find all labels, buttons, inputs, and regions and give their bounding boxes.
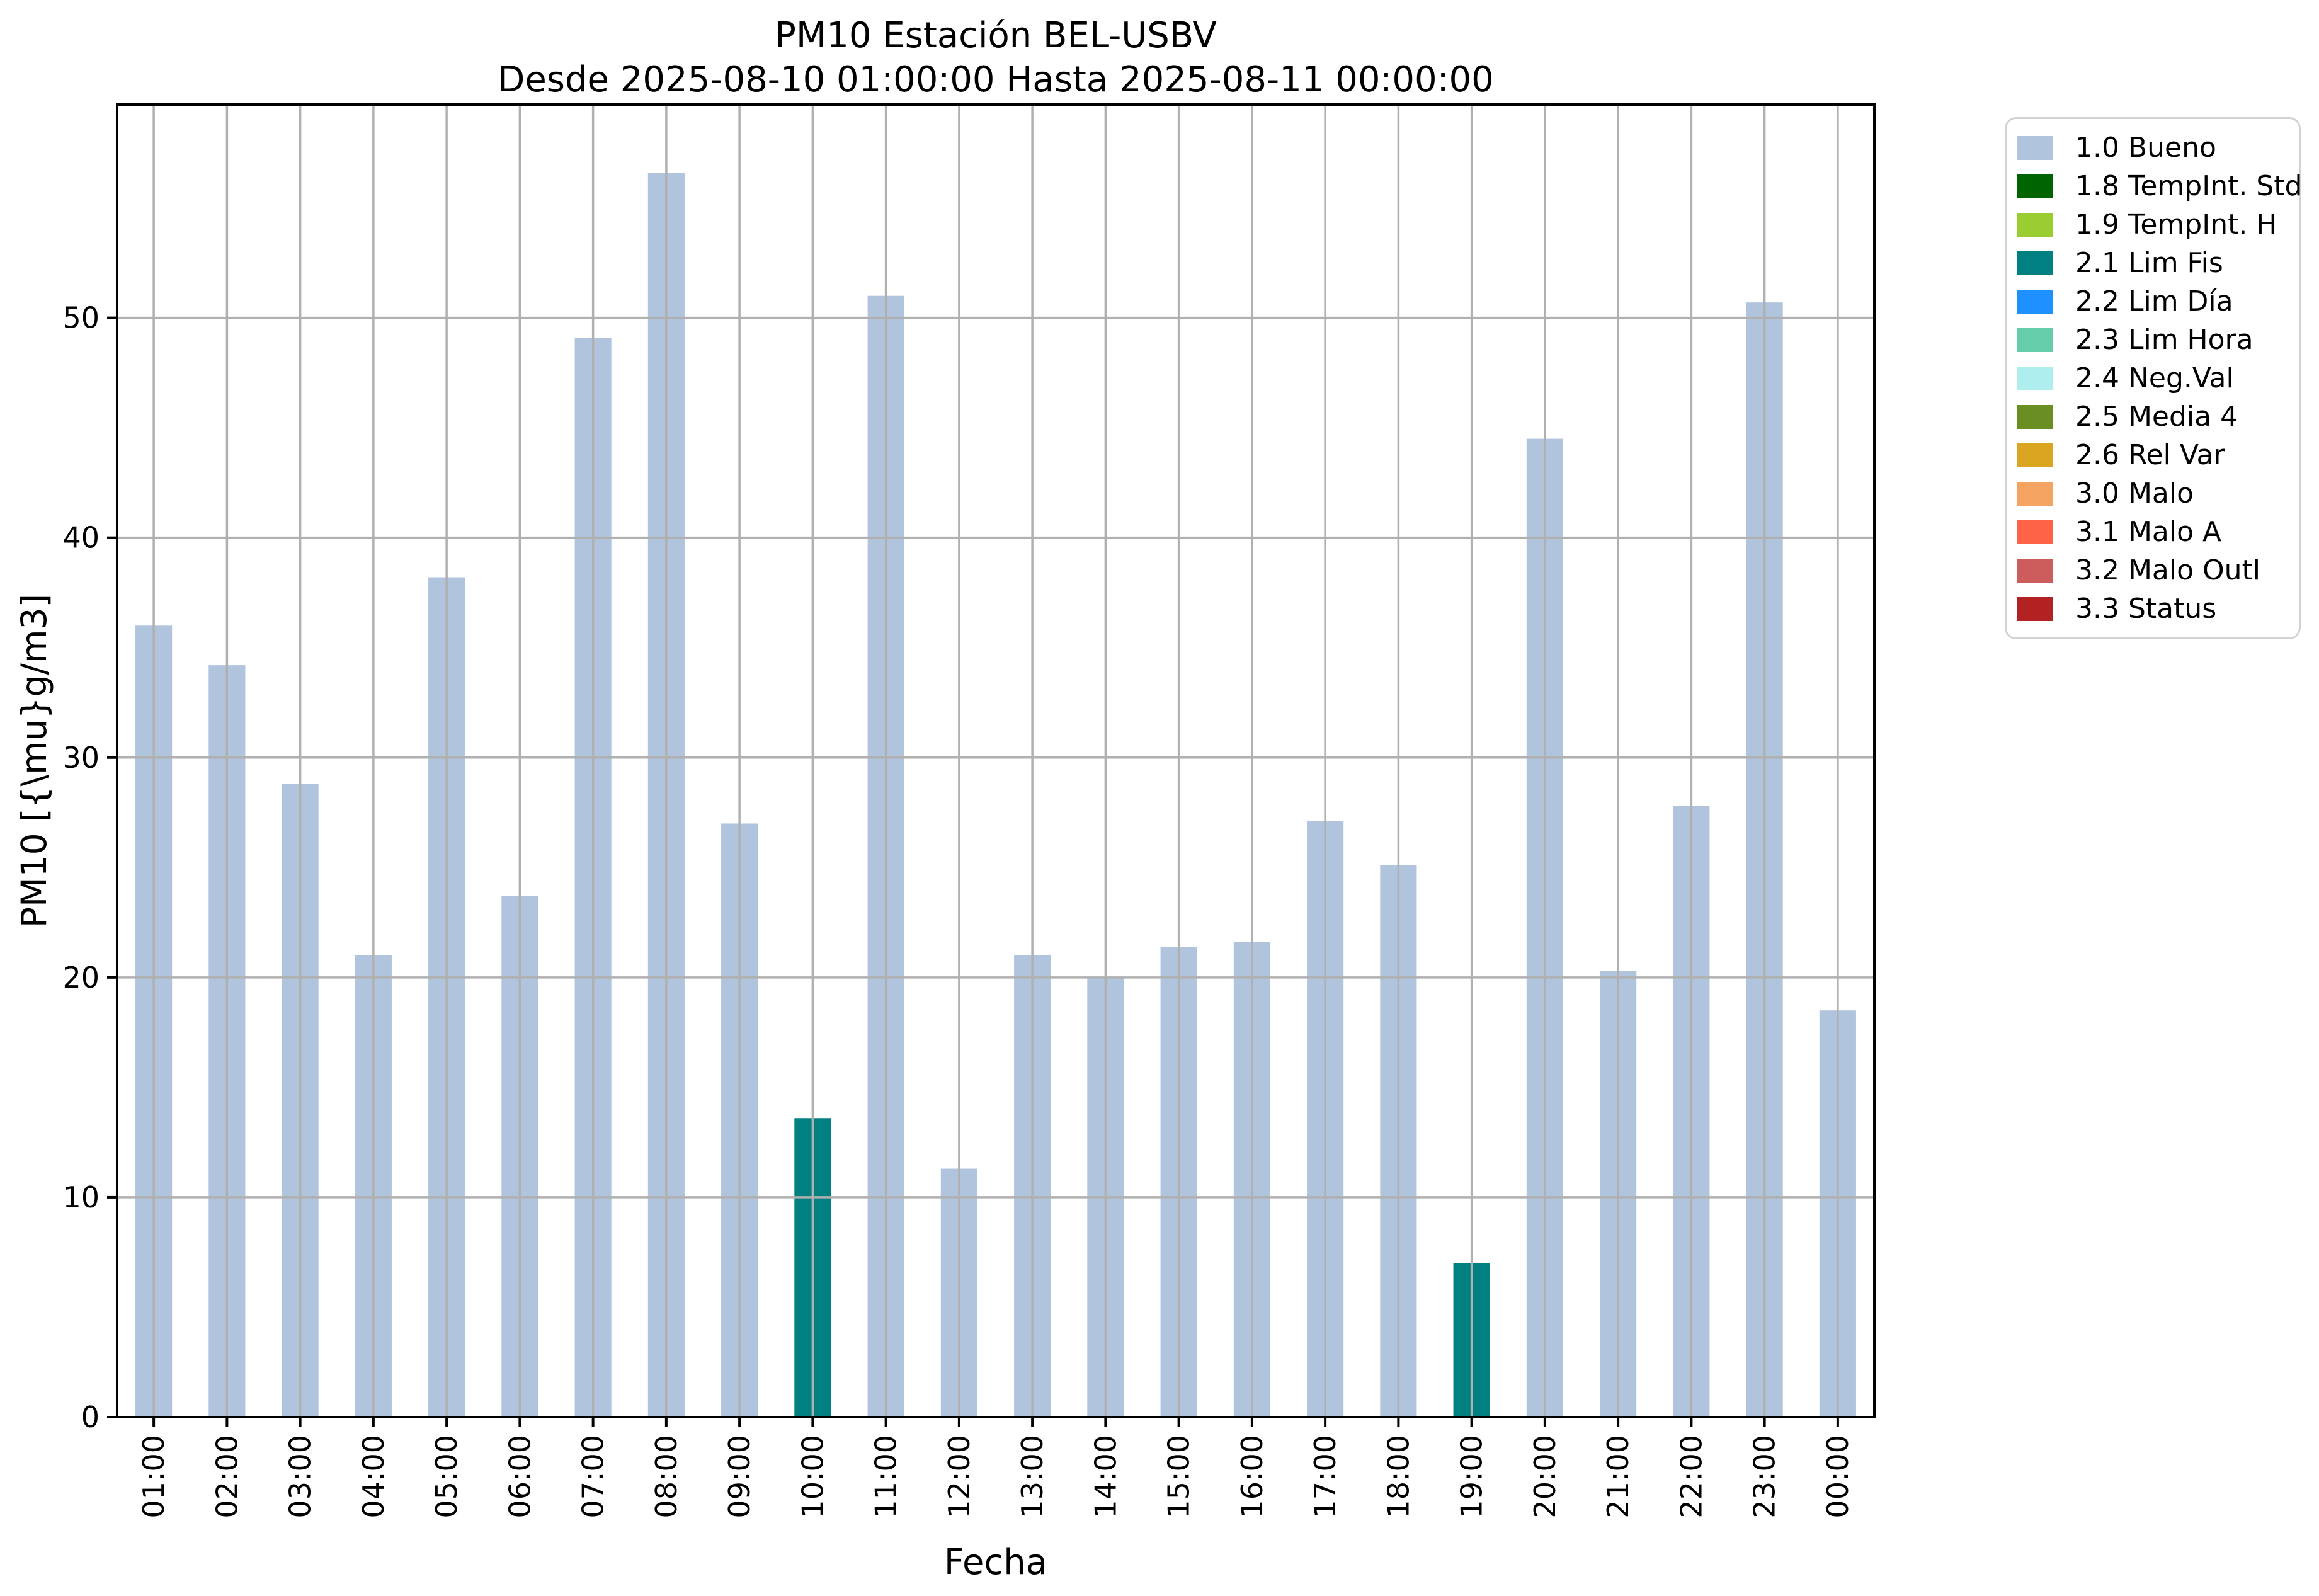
legend-item-9: 3.0 Malo [2017, 477, 2293, 510]
x-tick-label-10:00: 10:00 [795, 1435, 829, 1519]
y-tick-label-40: 40 [62, 521, 100, 555]
x-tick-label-14:00: 14:00 [1088, 1435, 1122, 1519]
legend-item-10: 3.1 Malo A [2017, 516, 2293, 548]
legend-swatch-5 [2017, 328, 2053, 352]
legend-swatch-4 [2017, 289, 2053, 314]
legend-swatch-6 [2017, 366, 2053, 390]
x-tick-label-04:00: 04:00 [356, 1435, 390, 1519]
x-tick-label-02:00: 02:00 [210, 1435, 244, 1519]
legend-item-3: 2.1 Lim Fis [2017, 247, 2293, 279]
legend-item-0: 1.0 Bueno [2017, 132, 2293, 164]
y-tick-label-30: 30 [62, 741, 100, 775]
y-tick-label-0: 0 [81, 1400, 100, 1434]
chart-title-line1: PM10 Estación BEL-USBV [775, 15, 1217, 56]
x-tick-label-12:00: 12:00 [942, 1435, 976, 1519]
legend-label-11: 3.2 Malo Outl [2075, 554, 2261, 586]
x-tick-label-23:00: 23:00 [1748, 1435, 1782, 1519]
x-tick-label-17:00: 17:00 [1308, 1435, 1342, 1519]
legend-item-7: 2.5 Media 4 [2017, 401, 2293, 433]
legend-swatch-0 [2017, 135, 2053, 160]
legend-item-4: 2.2 Lim Día [2017, 285, 2293, 317]
legend-item-6: 2.4 Neg.Val [2017, 362, 2293, 394]
legend-label-6: 2.4 Neg.Val [2075, 362, 2234, 394]
x-tick-label-18:00: 18:00 [1381, 1435, 1415, 1519]
legend-label-2: 1.9 TempInt. H [2075, 208, 2277, 241]
x-tick-label-09:00: 09:00 [722, 1435, 756, 1519]
legend-label-8: 2.6 Rel Var [2075, 439, 2225, 471]
axes-spines [116, 103, 1876, 1418]
legend-item-12: 3.3 Status [2017, 593, 2293, 625]
x-tick-label-07:00: 07:00 [576, 1435, 610, 1519]
legend-swatch-2 [2017, 212, 2053, 237]
legend-swatch-12 [2017, 596, 2053, 621]
legend: 1.0 Bueno 1.8 TempInt. Std 1.9 TempInt. H 2… [2005, 117, 2302, 639]
x-axis-label: Fecha [943, 1542, 1048, 1583]
x-tick-label-16:00: 16:00 [1235, 1435, 1269, 1519]
x-tick-label-22:00: 22:00 [1674, 1435, 1708, 1519]
x-tick-label-15:00: 15:00 [1162, 1435, 1196, 1519]
legend-swatch-11 [2017, 558, 2053, 583]
x-tick-label-00:00: 00:00 [1821, 1435, 1855, 1519]
legend-item-2: 1.9 TempInt. H [2017, 208, 2293, 241]
chart-title: PM10 Estación BEL-USBV Desde 2025-08-10 … [117, 14, 1874, 102]
x-tick-label-21:00: 21:00 [1601, 1435, 1635, 1519]
legend-label-12: 3.3 Status [2075, 593, 2217, 625]
x-tick-label-06:00: 06:00 [503, 1435, 537, 1519]
legend-label-9: 3.0 Malo [2075, 477, 2194, 510]
legend-label-3: 2.1 Lim Fis [2075, 247, 2223, 279]
x-tick-label-01:00: 01:00 [137, 1435, 171, 1519]
y-tick-label-10: 10 [62, 1180, 100, 1214]
legend-label-10: 3.1 Malo A [2075, 516, 2222, 548]
legend-label-0: 1.0 Bueno [2075, 132, 2216, 164]
legend-label-5: 2.3 Lim Hora [2075, 324, 2253, 356]
legend-label-4: 2.2 Lim Día [2075, 285, 2233, 317]
legend-swatch-9 [2017, 481, 2053, 506]
legend-swatch-3 [2017, 251, 2053, 275]
x-tick-label-11:00: 11:00 [869, 1435, 903, 1519]
legend-swatch-8 [2017, 443, 2053, 467]
x-tick-label-03:00: 03:00 [283, 1435, 317, 1519]
legend-item-1: 1.8 TempInt. Std [2017, 170, 2302, 202]
x-tick-label-19:00: 19:00 [1455, 1435, 1489, 1519]
y-tick-label-50: 50 [62, 301, 100, 335]
x-tick-label-05:00: 05:00 [430, 1435, 464, 1519]
legend-swatch-1 [2017, 174, 2053, 198]
x-tick-label-08:00: 08:00 [649, 1435, 683, 1519]
legend-label-7: 2.5 Media 4 [2075, 401, 2238, 433]
x-tick-label-13:00: 13:00 [1015, 1435, 1049, 1519]
legend-label-1: 1.8 TempInt. Std [2075, 170, 2303, 202]
legend-item-8: 2.6 Rel Var [2017, 439, 2293, 471]
y-tick-label-20: 20 [62, 960, 100, 995]
legend-swatch-10 [2017, 520, 2053, 544]
chart-title-line2: Desde 2025-08-10 01:00:00 Hasta 2025-08-… [498, 59, 1494, 100]
legend-swatch-7 [2017, 404, 2053, 429]
legend-item-5: 2.3 Lim Hora [2017, 324, 2293, 356]
legend-item-11: 3.2 Malo Outl [2017, 554, 2293, 586]
x-tick-label-20:00: 20:00 [1528, 1435, 1562, 1519]
